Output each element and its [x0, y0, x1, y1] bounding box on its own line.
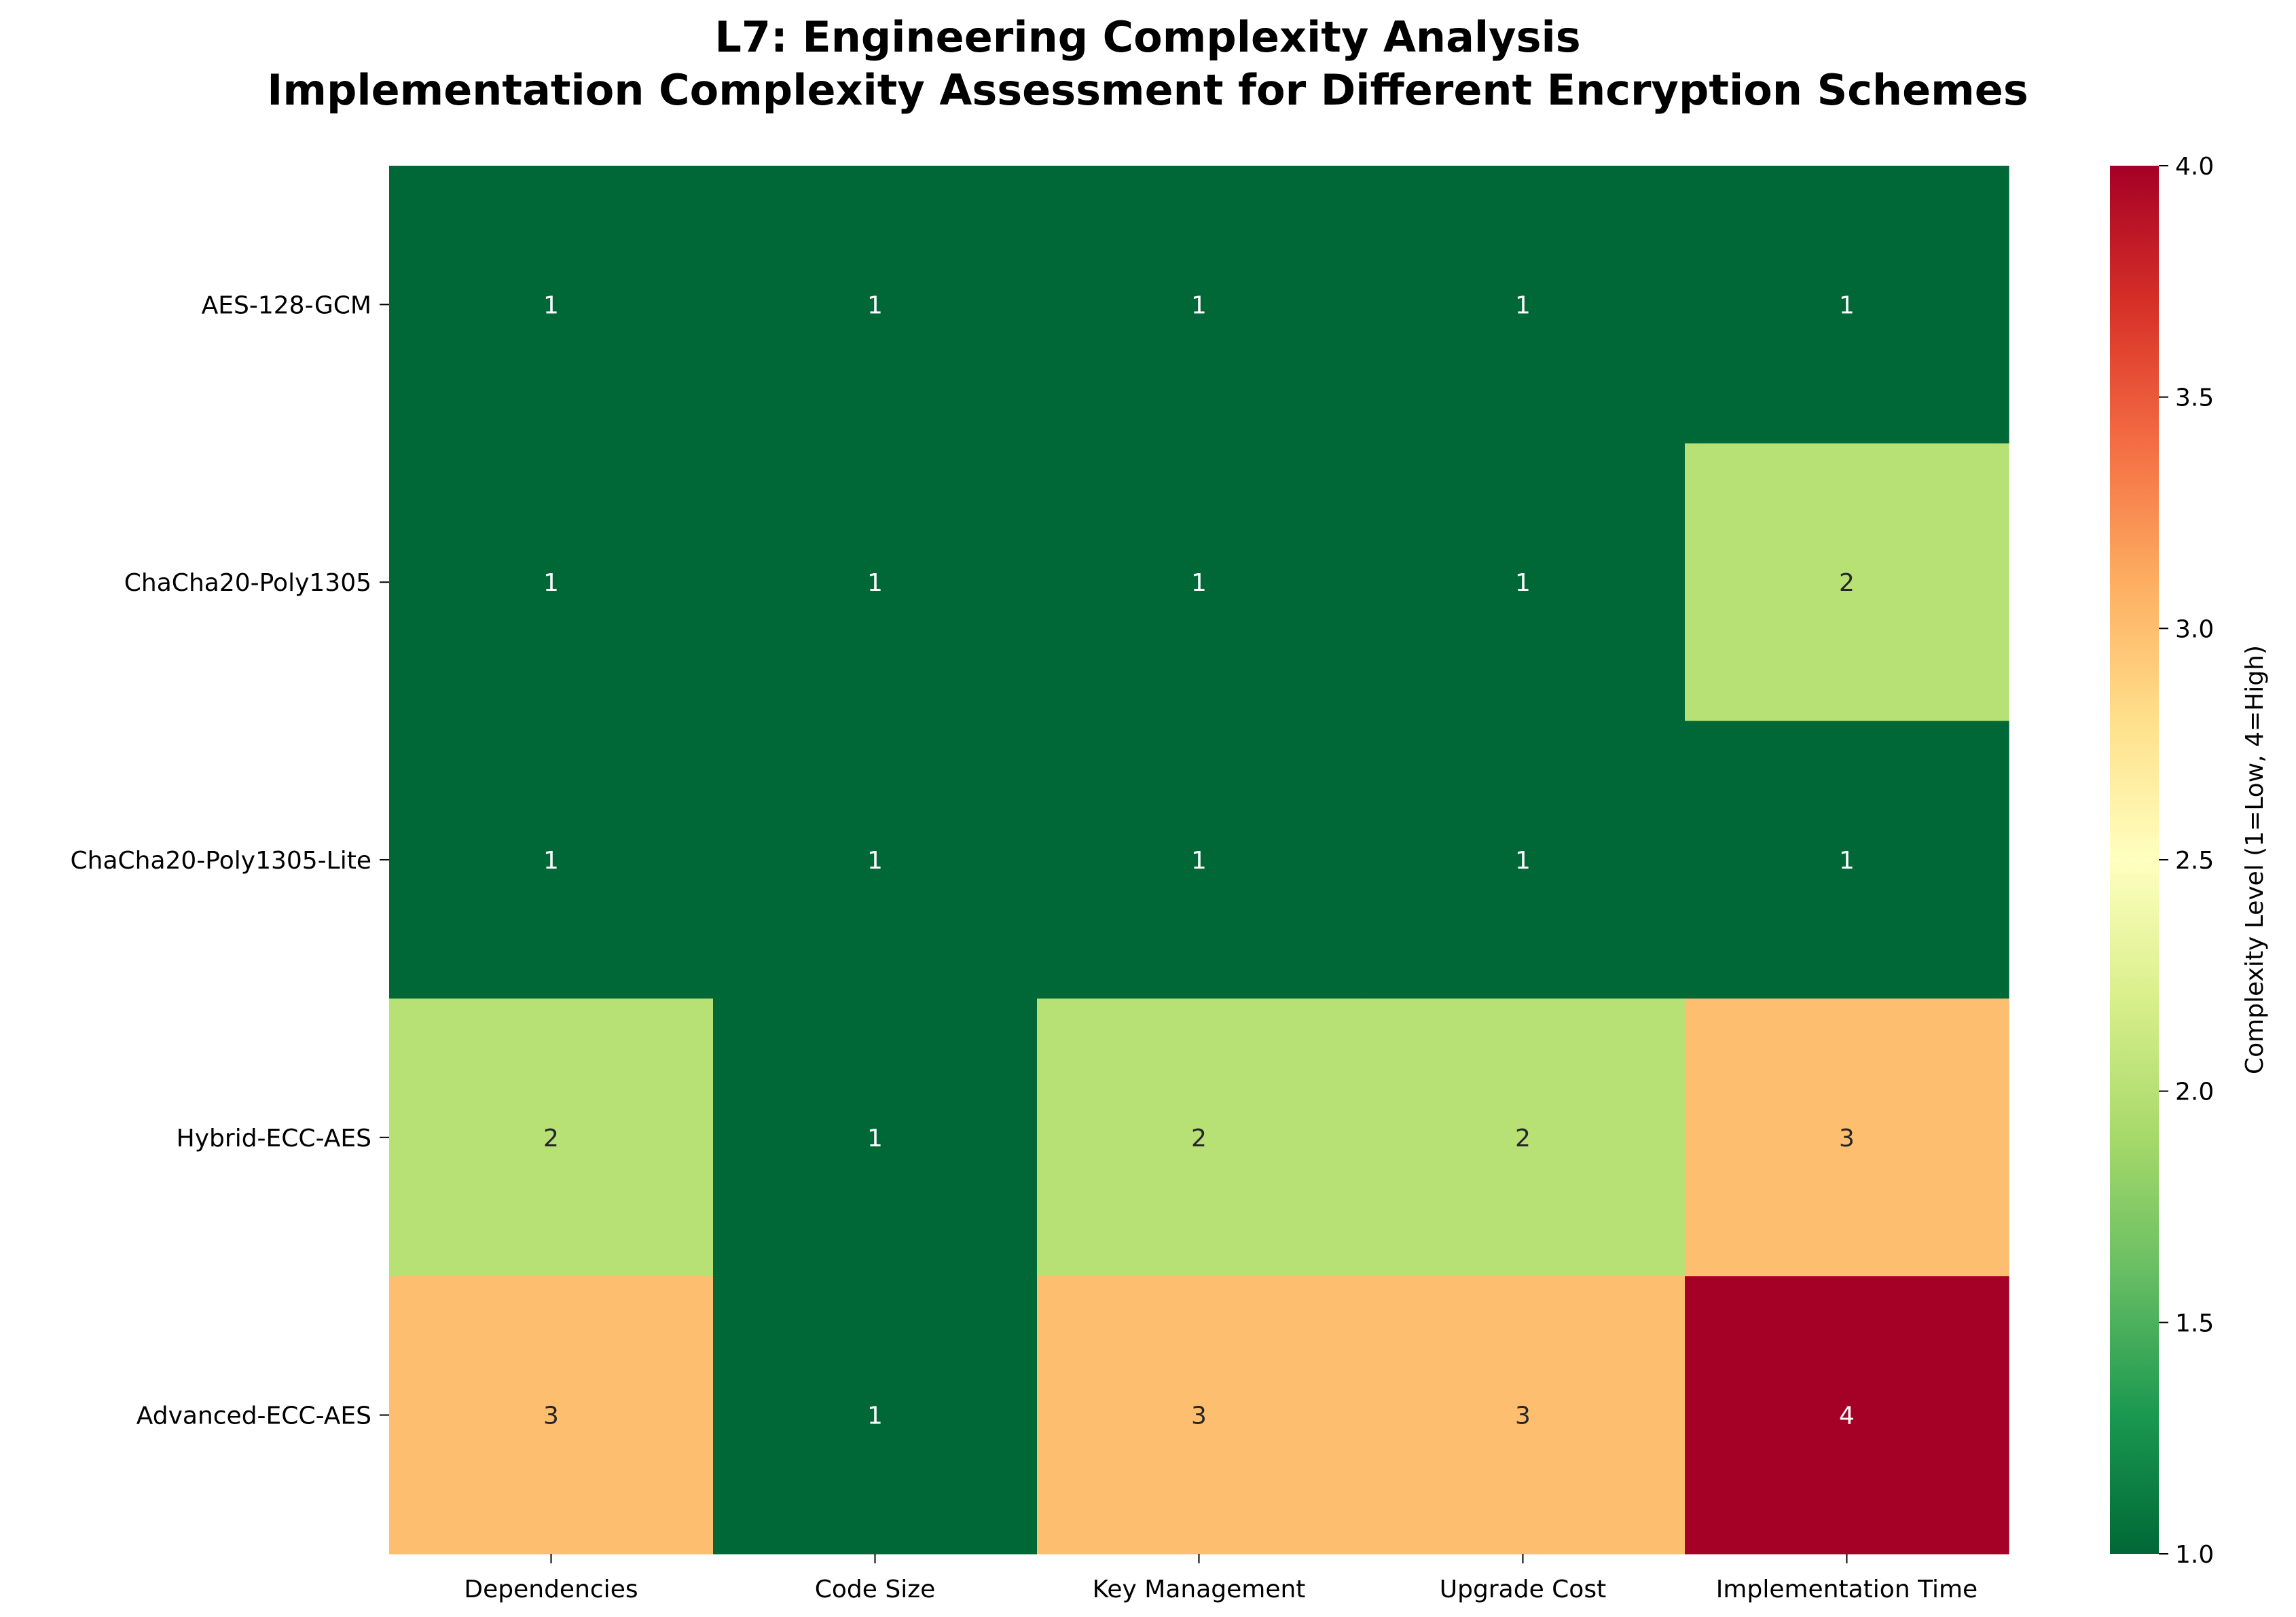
heatmap-cell [1685, 998, 2009, 1277]
heatmap-cell [1037, 998, 1362, 1277]
y-tick-label: AES-128-GCM [202, 291, 371, 319]
colorbar-tick-label: 2.0 [2175, 1078, 2214, 1106]
y-tick-label: Hybrid-ECC-AES [177, 1125, 371, 1152]
heatmap-cell [389, 721, 714, 999]
cell-value-label: 1 [867, 847, 883, 875]
cell-value-label: 1 [543, 291, 559, 319]
heatmap-cell [389, 443, 714, 722]
x-tick-label: Key Management [1093, 1576, 1306, 1603]
cell-value-label: 4 [1839, 1402, 1855, 1430]
heatmap-cell [713, 1276, 1038, 1555]
colorbar-tick-label: 1.5 [2175, 1309, 2214, 1337]
cell-value-label: 1 [1515, 569, 1531, 597]
heatmap-cell [1361, 1276, 1685, 1555]
heatmap-cell [389, 998, 714, 1277]
cell-value-label: 1 [1191, 847, 1207, 875]
cell-value-label: 1 [1515, 291, 1531, 319]
colorbar: 1.0 1.5 2.0 2.5 3.0 3.5 4.0 Complexity Level (… [2110, 153, 2269, 1569]
heatmap-cell [1037, 443, 1362, 722]
heatmap-cell [713, 443, 1038, 722]
y-tick-label: Advanced-ECC-AES [136, 1402, 371, 1430]
heatmap-cell [1037, 166, 1362, 444]
cell-value-label: 1 [867, 291, 883, 319]
heatmap-cell [1685, 1276, 2009, 1555]
y-axis: AES-128-GCM ChaCha20-Poly1305 ChaCha20-Pol… [70, 291, 389, 1430]
heatmap-cell [1361, 721, 1685, 999]
cell-value-label: 1 [1191, 569, 1207, 597]
heatmap-cell [389, 166, 714, 444]
heatmap-cell [1037, 721, 1362, 999]
colorbar-tick-label: 4.0 [2175, 153, 2214, 181]
heatmap-cell [1361, 998, 1685, 1277]
colorbar-tick-label: 3.0 [2175, 615, 2214, 643]
cell-value-label: 2 [543, 1125, 559, 1152]
heatmap-cell [1685, 166, 2009, 444]
cell-value-label: 3 [543, 1402, 559, 1430]
cell-value-label: 1 [1839, 291, 1855, 319]
colorbar-tick-label: 1.0 [2175, 1541, 2214, 1569]
cell-value-label: 3 [1191, 1402, 1207, 1430]
cell-value-label: 1 [867, 569, 883, 597]
x-axis: Dependencies Code Size Key Management Upgra… [464, 1554, 1978, 1603]
cell-value-label: 3 [1515, 1402, 1531, 1430]
colorbar-gradient [2110, 166, 2159, 1554]
x-tick-label: Implementation Time [1716, 1576, 1978, 1603]
heatmap-cell [713, 998, 1038, 1277]
y-tick-label: ChaCha20-Poly1305 [124, 569, 371, 597]
heatmap-cell [1361, 443, 1685, 722]
x-tick-label: Dependencies [464, 1576, 638, 1603]
colorbar-tick-label: 2.5 [2175, 847, 2214, 875]
heatmap-cell [1685, 443, 2009, 722]
cell-value-label: 1 [867, 1125, 883, 1152]
x-tick-label: Upgrade Cost [1440, 1576, 1606, 1603]
cell-value-label: 2 [1515, 1125, 1531, 1152]
heatmap-cell [1037, 1276, 1362, 1555]
colorbar-tick-label: 3.5 [2175, 384, 2214, 412]
chart-title: L7: Engineering Complexity Analysis [714, 12, 1580, 62]
cell-value-label: 1 [543, 847, 559, 875]
heatmap-cell [713, 166, 1038, 444]
colorbar-ticks: 1.0 1.5 2.0 2.5 3.0 3.5 4.0 [2159, 153, 2214, 1569]
heatmap-cells [389, 166, 2009, 1555]
cell-value-label: 1 [1839, 847, 1855, 875]
x-tick-label: Code Size [815, 1576, 936, 1603]
heatmap-cell [389, 1276, 714, 1555]
y-tick-label: ChaCha20-Poly1305-Lite [70, 847, 371, 875]
cell-value-label: 2 [1191, 1125, 1207, 1152]
cell-value-label: 2 [1839, 569, 1855, 597]
cell-value-label: 1 [867, 1402, 883, 1430]
heatmap-cell [713, 721, 1038, 999]
cell-value-label: 1 [543, 569, 559, 597]
cell-annotations: 1 1 1 1 1 1 1 1 1 2 1 1 1 1 1 2 1 2 2 3 3 1 3 3 4 [543, 291, 1855, 1430]
chart-subtitle: Implementation Complexity Assessment for… [267, 65, 2028, 115]
heatmap-cell [1685, 721, 2009, 999]
cell-value-label: 1 [1191, 291, 1207, 319]
cell-value-label: 1 [1515, 847, 1531, 875]
heatmap-cell [1361, 166, 1685, 444]
colorbar-label: Complexity Level (1=Low, 4=High) [2241, 645, 2269, 1074]
cell-value-label: 3 [1839, 1125, 1855, 1152]
